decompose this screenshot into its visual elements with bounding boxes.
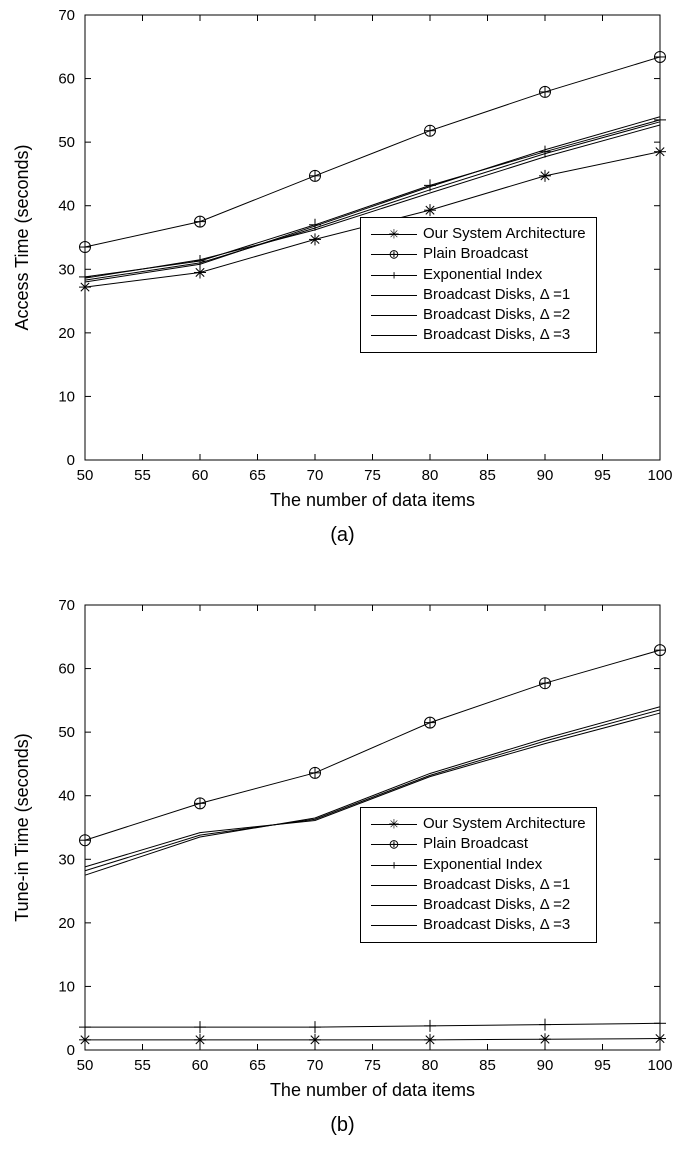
svg-text:0: 0	[67, 1042, 75, 1059]
svg-text:75: 75	[364, 467, 381, 484]
legend-item: Broadcast Disks, Δ =1	[371, 285, 586, 305]
svg-text:20: 20	[58, 915, 75, 932]
legend-item: ✳Our System Architecture	[371, 814, 586, 834]
svg-text:40: 40	[58, 788, 75, 805]
svg-text:100: 100	[647, 467, 672, 484]
legend-item-label: Our System Architecture	[423, 814, 586, 834]
legend-item: ⊕Plain Broadcast	[371, 834, 586, 854]
svg-text:50: 50	[58, 134, 75, 151]
svg-text:30: 30	[58, 261, 75, 278]
legend-item: Broadcast Disks, Δ =2	[371, 895, 586, 915]
svg-text:60: 60	[192, 467, 209, 484]
svg-text:90: 90	[537, 467, 554, 484]
svg-text:80: 80	[422, 467, 439, 484]
legend-item-label: Our System Architecture	[423, 224, 586, 244]
legend-item-label: Broadcast Disks, Δ =2	[423, 305, 570, 325]
svg-text:70: 70	[58, 597, 75, 614]
chart-b-caption: (b)	[0, 1114, 685, 1137]
svg-text:40: 40	[58, 198, 75, 215]
legend-item-label: Broadcast Disks, Δ =1	[423, 875, 570, 895]
svg-text:0: 0	[67, 452, 75, 469]
svg-text:70: 70	[307, 467, 324, 484]
legend-item: ✳Our System Architecture	[371, 224, 586, 244]
legend-item: +Exponential Index	[371, 265, 586, 285]
svg-text:60: 60	[192, 1057, 209, 1074]
svg-text:100: 100	[647, 1057, 672, 1074]
svg-text:85: 85	[479, 1057, 496, 1074]
chart-a-wrap: 50 55 60 65 70 75 80 85 90 95 100 0 10 20 30 40 50 60 70 Th…	[0, 0, 685, 560]
legend-item-label: Broadcast Disks, Δ =1	[423, 285, 570, 305]
svg-text:90: 90	[537, 1057, 554, 1074]
legend-item-label: Broadcast Disks, Δ =3	[423, 325, 570, 345]
chart-a-legend: ✳Our System Architecture⊕Plain Broadcast…	[360, 217, 597, 353]
chart-b-legend: ✳Our System Architecture⊕Plain Broadcast…	[360, 807, 597, 943]
svg-text:60: 60	[58, 71, 75, 88]
svg-text:The number of data items: The number of data items	[270, 490, 475, 510]
chart-b-wrap: 50 55 60 65 70 75 80 85 90 95 100 0 10 20 30 40 50 60 70 Th…	[0, 590, 685, 1150]
page: 50556065707580859095100010203040506070Th…	[0, 0, 685, 1161]
svg-text:50: 50	[77, 1057, 94, 1074]
svg-text:50: 50	[58, 724, 75, 741]
legend-item: Broadcast Disks, Δ =3	[371, 325, 586, 345]
svg-text:Access Time (seconds): Access Time (seconds)	[12, 144, 32, 330]
svg-text:55: 55	[134, 467, 151, 484]
svg-text:95: 95	[594, 467, 611, 484]
svg-text:10: 10	[58, 388, 75, 405]
svg-text:85: 85	[479, 467, 496, 484]
svg-text:55: 55	[134, 1057, 151, 1074]
chart-a-caption: (a)	[0, 524, 685, 547]
legend-item: Broadcast Disks, Δ =1	[371, 875, 586, 895]
svg-text:10: 10	[58, 978, 75, 995]
legend-item-label: Plain Broadcast	[423, 244, 528, 264]
legend-item: ⊕Plain Broadcast	[371, 244, 586, 264]
svg-text:50: 50	[77, 467, 94, 484]
svg-text:60: 60	[58, 661, 75, 678]
svg-text:70: 70	[58, 7, 75, 24]
svg-text:Tune-in Time (seconds): Tune-in Time (seconds)	[12, 733, 32, 921]
legend-item: +Exponential Index	[371, 855, 586, 875]
legend-item: Broadcast Disks, Δ =2	[371, 305, 586, 325]
svg-text:30: 30	[58, 851, 75, 868]
svg-text:20: 20	[58, 325, 75, 342]
svg-text:75: 75	[364, 1057, 381, 1074]
legend-item: Broadcast Disks, Δ =3	[371, 915, 586, 935]
legend-item-label: Broadcast Disks, Δ =3	[423, 915, 570, 935]
legend-item-label: Plain Broadcast	[423, 834, 528, 854]
legend-item-label: Exponential Index	[423, 855, 542, 875]
svg-text:The number of data items: The number of data items	[270, 1080, 475, 1100]
svg-text:70: 70	[307, 1057, 324, 1074]
legend-item-label: Exponential Index	[423, 265, 542, 285]
svg-text:80: 80	[422, 1057, 439, 1074]
legend-item-label: Broadcast Disks, Δ =2	[423, 895, 570, 915]
svg-text:65: 65	[249, 467, 266, 484]
svg-text:65: 65	[249, 1057, 266, 1074]
svg-text:95: 95	[594, 1057, 611, 1074]
